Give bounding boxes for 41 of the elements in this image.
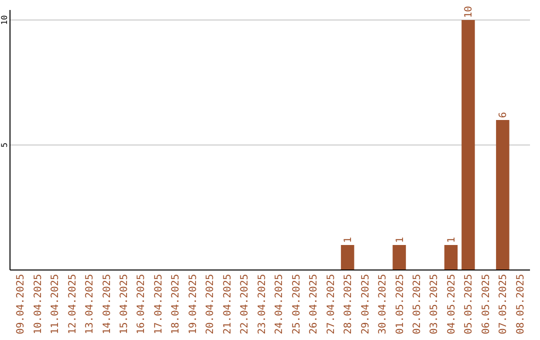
x-tick-label: 11.04.2025 — [50, 274, 62, 334]
x-tick-label: 12.04.2025 — [67, 274, 78, 334]
bar — [496, 120, 510, 270]
x-tick-label: 09.04.2025 — [16, 274, 27, 334]
x-tick-label: 05.05.2025 — [464, 274, 475, 334]
x-tick-label: 06.05.2025 — [480, 274, 492, 334]
x-tick-label: 13.04.2025 — [84, 274, 96, 334]
x-tick-label: 21.04.2025 — [222, 274, 234, 334]
bar — [444, 245, 458, 270]
x-tick-label: 18.04.2025 — [170, 274, 182, 334]
x-tick-label: 01.05.2025 — [394, 274, 406, 334]
data-label: 1 — [446, 236, 458, 243]
x-tick-label: 24.04.2025 — [274, 274, 286, 334]
bar — [392, 245, 406, 270]
x-tick-label: 07.05.2025 — [498, 274, 510, 334]
x-tick-label: 02.05.2025 — [412, 274, 424, 334]
x-tick-label: 26.04.2025 — [308, 274, 320, 334]
data-label: 1 — [394, 236, 406, 243]
x-tick-label: 16.04.2025 — [136, 274, 148, 334]
data-label: 6 — [498, 112, 510, 118]
x-tick-label: 08.05.2025 — [515, 274, 526, 334]
x-tick-label: 27.04.2025 — [326, 274, 337, 334]
x-tick-label: 20.04.2025 — [205, 274, 216, 334]
x-tick-label: 03.05.2025 — [429, 274, 440, 334]
x-tick-label: 30.04.2025 — [378, 274, 389, 334]
data-label: 1 — [343, 236, 354, 243]
x-tick-label: 19.04.2025 — [188, 274, 199, 334]
x-tick-label: 23.04.2025 — [256, 274, 268, 334]
x-tick-label: 25.04.2025 — [291, 274, 302, 334]
x-tick-label: 04.05.2025 — [446, 274, 458, 334]
x-tick-label: 14.04.2025 — [102, 274, 113, 334]
x-tick-label: 15.04.2025 — [118, 274, 130, 334]
bar — [340, 245, 354, 270]
x-tick-label: 29.04.2025 — [360, 274, 372, 334]
x-tick-label: 10.04.2025 — [32, 274, 44, 334]
x-tick-label: 22.04.2025 — [240, 274, 251, 334]
x-tick-label: 28.04.2025 — [343, 274, 354, 334]
x-tick-label: 17.04.2025 — [153, 274, 164, 334]
y-tick-label: 5 — [0, 142, 9, 148]
data-label: 10 — [464, 6, 475, 18]
bar — [462, 20, 475, 270]
